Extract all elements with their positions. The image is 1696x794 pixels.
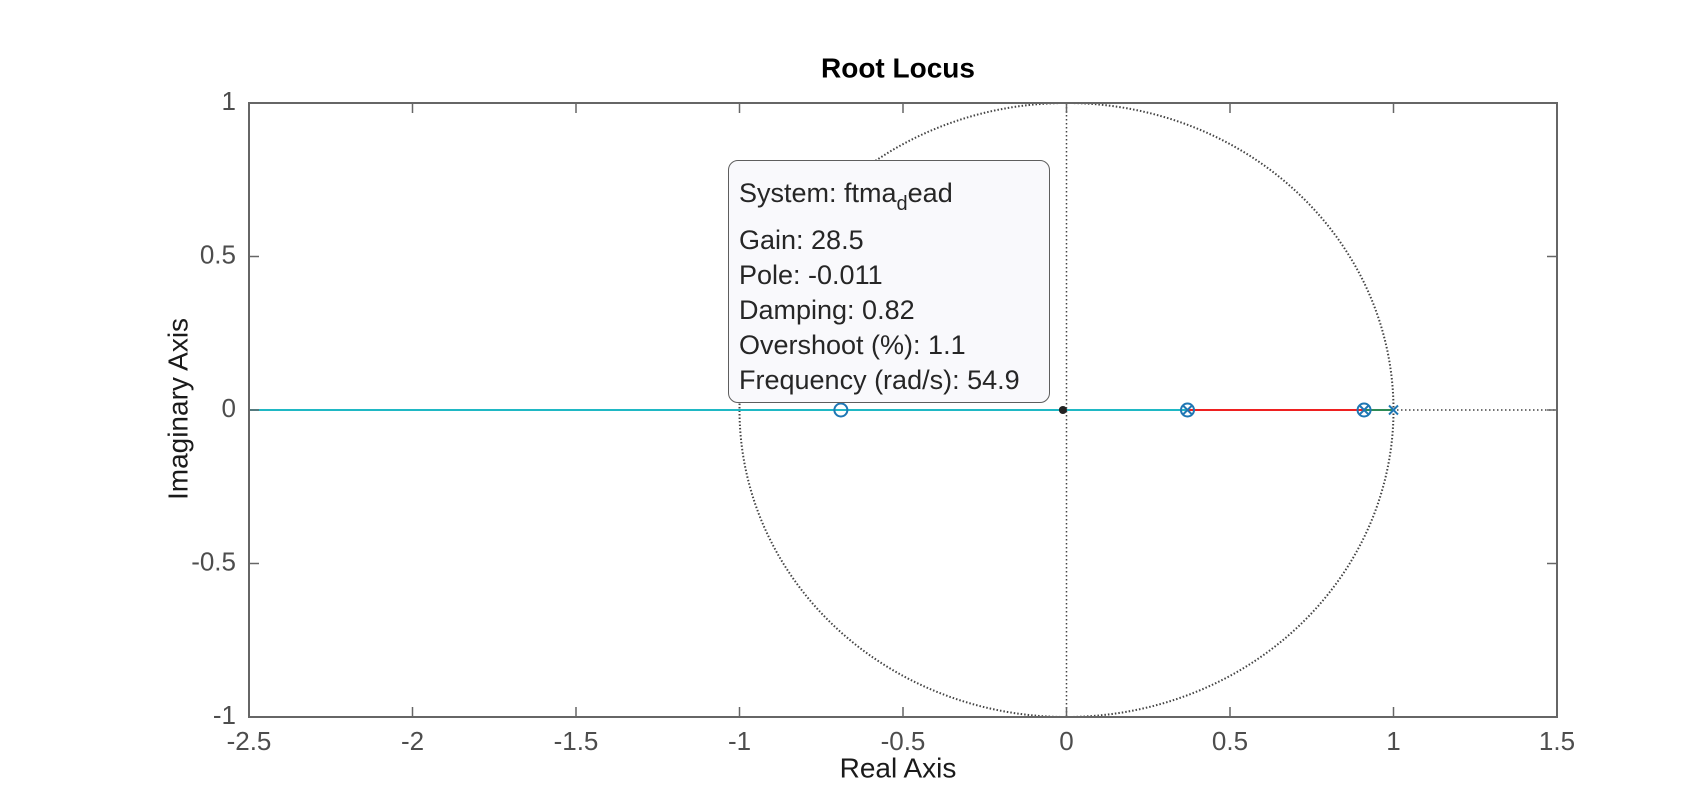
datatip-frequency: Frequency (rad/s): 54.9 <box>739 365 1020 395</box>
datatip-point <box>1058 406 1067 414</box>
x-tick-label: 0.5 <box>1212 726 1248 756</box>
plot-axes: -2.5 -2 -1.5 -1 -0.5 0 0.5 1 1.5 1 0.5 0 -0.5 -1 <box>191 86 1575 756</box>
x-tick-label: -2 <box>401 726 424 756</box>
zero-marker-2 <box>1179 402 1195 418</box>
y-tick-label: -0.5 <box>191 546 236 576</box>
x-tick-label: 0 <box>1059 726 1073 756</box>
datatip-damping: Damping: 0.82 <box>739 295 915 325</box>
x-tick-label: -1.5 <box>554 726 599 756</box>
datatip-overshoot: Overshoot (%): 1.1 <box>739 330 966 360</box>
pole-marker-1 <box>1182 404 1193 416</box>
pole-zero-markers <box>833 402 1399 418</box>
zero-marker-1 <box>833 402 849 418</box>
y-tick-label: 0.5 <box>200 239 236 269</box>
y-tick-label: 0 <box>222 393 236 423</box>
y-tick-label: -1 <box>213 700 236 730</box>
datatip-gain: Gain: 28.5 <box>739 225 864 255</box>
x-tick-label: 1 <box>1386 726 1400 756</box>
pole-marker-2 <box>1358 404 1370 416</box>
datatip-box[interactable]: System: ftmadead Gain: 28.5 Pole: -0.011… <box>728 160 1050 403</box>
x-tick-label: -2.5 <box>227 726 272 756</box>
y-tick-label: 1 <box>222 86 236 116</box>
zero-marker-3 <box>1356 402 1372 418</box>
pole-marker-3 <box>1388 404 1399 416</box>
x-tick-label: 1.5 <box>1539 726 1575 756</box>
y-axis-title: Imaginary Axis <box>162 318 193 500</box>
datatip-pole: Pole: -0.011 <box>739 260 883 290</box>
chart-title: Root Locus <box>821 52 975 83</box>
x-tick-label: -1 <box>728 726 751 756</box>
x-axis-title: Real Axis <box>840 752 957 783</box>
x-tick-label: -0.5 <box>881 726 926 756</box>
datatip-system: System: ftmadead <box>739 178 953 215</box>
